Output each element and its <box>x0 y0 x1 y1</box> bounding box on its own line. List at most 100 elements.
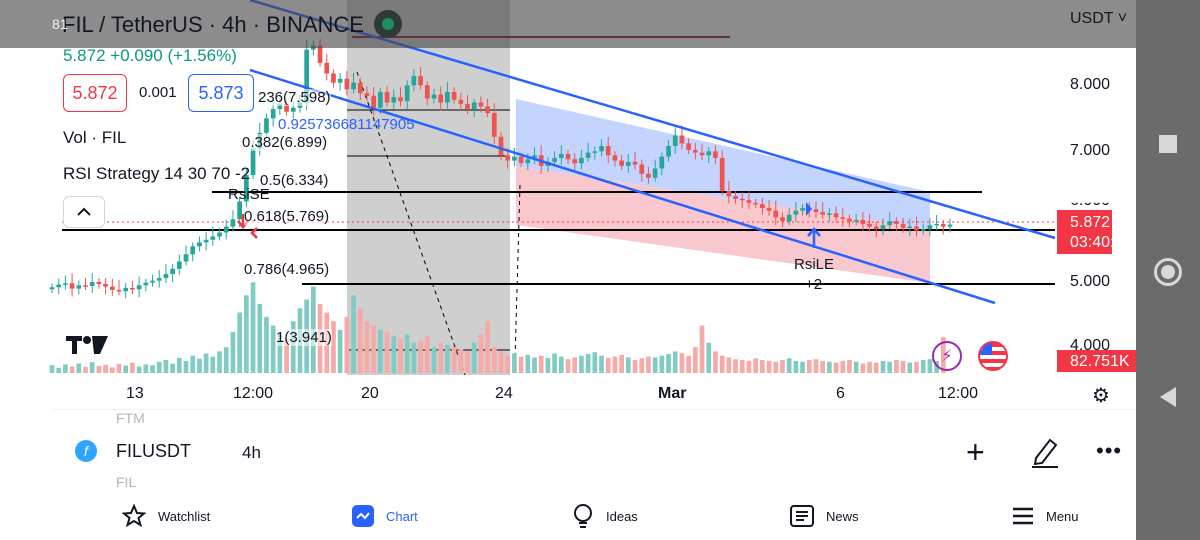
home-icon[interactable] <box>1154 258 1182 286</box>
volume-bar <box>438 342 444 373</box>
plus2-label: +2 <box>805 276 823 293</box>
flash-icon[interactable]: ⚡ <box>932 341 962 371</box>
candle-body <box>934 223 939 226</box>
volume-bar <box>692 347 698 373</box>
volume-bar <box>746 360 752 373</box>
time-tick-4: Mar <box>658 385 687 402</box>
candle-body <box>203 239 209 243</box>
nav-watchlist[interactable]: Watchlist <box>122 492 210 540</box>
us-flag-icon[interactable] <box>978 341 1008 371</box>
prev-symbol[interactable]: FTM <box>116 410 145 424</box>
candle-body <box>780 217 785 222</box>
nav-menu-label: Menu <box>1046 508 1079 524</box>
candle-body <box>183 254 189 262</box>
candle-body <box>532 155 537 160</box>
more-options-icon[interactable]: ••• <box>1096 438 1123 463</box>
candle-body <box>96 282 102 284</box>
next-symbol[interactable]: FIL <box>116 474 137 488</box>
candle-body <box>351 82 356 90</box>
nav-menu[interactable]: Menu <box>1012 492 1079 540</box>
candle-body <box>337 78 343 83</box>
volume-bar <box>243 295 249 373</box>
current-price-tag: 5.872 <box>1070 214 1111 231</box>
candle-body <box>719 157 725 191</box>
candle-body <box>284 103 289 112</box>
candle-body <box>652 168 658 178</box>
candle-body <box>786 214 792 222</box>
candle-body <box>83 285 88 287</box>
recents-icon[interactable] <box>1159 135 1177 153</box>
candle-body <box>364 93 370 96</box>
volume-bar <box>907 362 913 373</box>
volume-bar <box>451 347 457 373</box>
volume-bar <box>264 316 269 373</box>
volume-bar <box>873 362 879 373</box>
time-tick-0: 13 <box>126 385 144 402</box>
candle-body <box>565 153 571 160</box>
volume-bar <box>920 360 926 373</box>
volume-bar <box>646 356 651 373</box>
candle-body <box>49 287 55 290</box>
volume-bar <box>331 321 336 373</box>
volume-bar <box>552 353 557 373</box>
candle-body <box>150 280 155 283</box>
volume-bar <box>277 334 283 373</box>
price-chart[interactable] <box>0 0 1136 410</box>
volume-bar <box>284 338 289 373</box>
nav-ideas-label: Ideas <box>606 508 638 524</box>
bottom-navigation: Watchlist Chart Ideas News Menu <box>0 492 1136 540</box>
volume-bar <box>900 360 906 373</box>
candle-body <box>498 136 504 156</box>
price-tick-5: 5.000 <box>1070 273 1111 290</box>
candle-body <box>63 283 68 285</box>
chevron-down-icon: ˅ <box>1113 10 1128 27</box>
candle-body <box>847 218 852 222</box>
candle-body <box>357 82 363 94</box>
candle-body <box>894 221 899 224</box>
volume-indicator-label[interactable]: Vol · FIL <box>63 128 127 147</box>
volume-bar <box>76 363 82 373</box>
volume-bar <box>672 351 678 373</box>
volume-bar <box>270 325 276 373</box>
candle-body <box>773 210 779 218</box>
volume-bar <box>103 364 108 373</box>
nav-chart[interactable]: Chart <box>352 492 418 540</box>
candle-body <box>76 285 82 289</box>
drawing-pen-icon[interactable] <box>1030 436 1060 473</box>
candle-body <box>619 160 624 166</box>
candle-body <box>176 261 182 269</box>
chart-settings-icon[interactable]: ⚙ <box>1092 385 1110 407</box>
volume-bar <box>478 334 484 373</box>
add-icon[interactable]: + <box>966 434 985 470</box>
volume-bar <box>853 361 859 373</box>
volume-bar <box>699 325 705 373</box>
candle-body <box>424 85 430 99</box>
nav-news[interactable]: News <box>790 492 859 540</box>
nav-ideas[interactable]: Ideas <box>572 492 638 540</box>
volume-bar <box>612 356 618 373</box>
candle-body <box>471 102 477 110</box>
current-interval[interactable]: 4h <box>242 443 261 462</box>
candle-body <box>927 225 933 230</box>
rsi-strategy-label[interactable]: RSI Strategy 14 30 70 -2 <box>63 164 251 183</box>
volume-bar <box>572 357 578 373</box>
candle-body <box>250 148 256 176</box>
candle-body <box>686 143 691 150</box>
candle-body <box>210 236 216 240</box>
current-symbol[interactable]: FILUSDT <box>116 441 192 461</box>
collapse-indicators-button[interactable] <box>63 196 105 228</box>
sell-price-button[interactable]: 5.872 <box>63 74 127 112</box>
currency-menu[interactable]: USDT ˅ <box>1070 10 1127 28</box>
volume-bar <box>411 342 417 373</box>
volume-bar <box>197 358 202 373</box>
candle-body <box>766 208 772 211</box>
volume-bar <box>639 358 645 373</box>
volume-bar <box>257 303 263 373</box>
volume-bar <box>471 342 477 373</box>
buy-price-button[interactable]: 5.873 <box>188 74 254 112</box>
back-icon[interactable] <box>1158 386 1178 408</box>
time-tick-6: 12:00 <box>938 385 979 402</box>
volume-bar <box>565 359 571 373</box>
symbol-title[interactable]: FIL / TetherUS · 4h · BINANCE <box>62 12 364 37</box>
candle-body <box>317 45 323 63</box>
